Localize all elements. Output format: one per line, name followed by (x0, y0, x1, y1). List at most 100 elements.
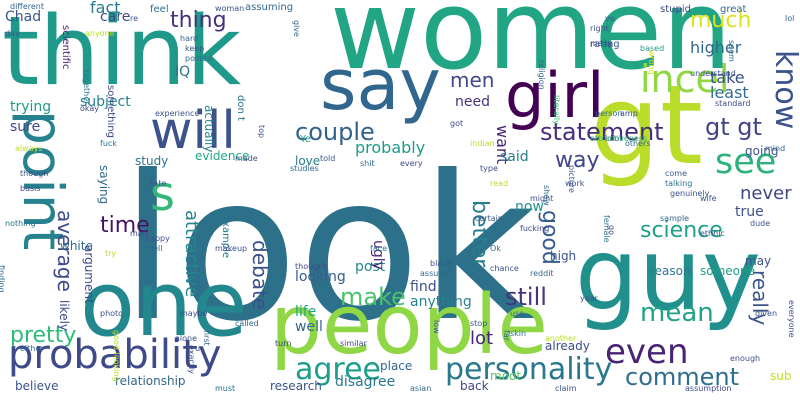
word-couple: couple (295, 118, 375, 146)
word-pretty: pretty (10, 323, 77, 348)
word-higher: higher (690, 38, 742, 57)
word-person: person (595, 109, 623, 118)
word-thing: thing (170, 8, 227, 33)
word-certain: certain (475, 214, 503, 223)
word-claim: claim (555, 384, 577, 393)
word-post: post (355, 259, 386, 275)
word-one: one (80, 252, 248, 357)
word-woman: woman (215, 4, 245, 13)
word-sub: sub (770, 369, 792, 383)
word-mean: mean (640, 298, 714, 328)
word-hard: hard (180, 34, 199, 43)
word-way: way (555, 148, 600, 173)
word-look: look (120, 133, 537, 366)
word-attractiveness: attractiveness (590, 134, 648, 143)
word-maybe: maybe (180, 309, 208, 318)
word-anyone: anyone (85, 29, 115, 38)
word-low: low (432, 320, 441, 334)
word-find: find (410, 279, 437, 295)
word-well: well (295, 319, 323, 335)
word-work: work (565, 179, 585, 188)
word-though: though (20, 169, 49, 178)
word-everyone: everyone (787, 300, 796, 338)
word-research: research (270, 379, 322, 393)
word-someone: someone (700, 264, 755, 278)
word-love: love (295, 154, 321, 168)
word-different: different (10, 2, 44, 11)
word-reddit: reddit (530, 269, 554, 278)
word-feel: feel (150, 4, 169, 15)
word-actually: actually (202, 105, 216, 153)
word-man: man (130, 229, 148, 238)
word-face: face (370, 244, 388, 253)
word-scientific: scientific (60, 25, 71, 70)
word-try: try (105, 249, 117, 258)
word-make: make (340, 283, 406, 311)
word-type: type (480, 164, 498, 173)
word-nothing: nothing (5, 219, 36, 228)
word-ethnic: ethnic (700, 229, 725, 238)
word-personality: personality (445, 352, 613, 387)
word-never: never (740, 183, 792, 204)
word-much: much (690, 8, 752, 33)
word-don-t: don t (235, 95, 246, 121)
word-show: show (542, 185, 551, 206)
word-studies: studies (290, 164, 319, 173)
word-saying: saying (97, 165, 111, 205)
word-gt: gt (590, 61, 703, 189)
word-assuming: assuming (245, 2, 294, 13)
word-see: see (715, 142, 777, 182)
word-men: men (450, 68, 495, 92)
word-may: may (745, 254, 772, 268)
word-fuck: fuck (100, 139, 117, 148)
word-guy: guy (575, 216, 762, 333)
word-time: time (100, 213, 150, 238)
word-lot: lot (470, 328, 494, 349)
word-comment: comment (625, 363, 740, 391)
word-okay: okay (80, 104, 100, 113)
word-chad: Chad (5, 9, 42, 25)
word-basis: basis (20, 184, 41, 193)
word-always: always (15, 144, 43, 153)
word-now: now (515, 199, 544, 215)
word-exactly: exactly (187, 345, 196, 374)
word-care: care (100, 9, 131, 25)
word-moot: moot (490, 369, 522, 383)
word-assume: assume (420, 269, 452, 278)
word-happy: happy (145, 234, 170, 243)
word-go: go (607, 225, 616, 235)
word-top: top (257, 125, 266, 139)
word-ok: Ok (490, 244, 501, 253)
word-literally: literally (552, 95, 561, 125)
word-seem: seem (727, 40, 736, 62)
word-still: still (505, 283, 547, 311)
word-s: s (150, 166, 176, 222)
word-incel: incel (640, 57, 730, 101)
word-chance: chance (490, 264, 519, 273)
word-dude: dude (750, 219, 771, 228)
word-attractive: attractive (181, 210, 202, 298)
word-based: based (640, 44, 665, 53)
word-stupid: stupid (660, 4, 691, 15)
word-true: true (735, 204, 764, 220)
word-alone: alone (175, 334, 198, 343)
word-must: must (215, 384, 236, 393)
word-u: u (195, 344, 201, 353)
word-turn: turn (275, 339, 292, 348)
word-understand: understand (690, 69, 736, 78)
word-made: made (235, 154, 258, 163)
word-statement: statement (540, 118, 664, 146)
word-keep: keep (185, 44, 205, 53)
word-standard: standard (715, 99, 751, 108)
word-others: others (625, 139, 651, 148)
word-ye: Ye (300, 134, 311, 145)
word-likely: likely (57, 300, 71, 332)
word-come: come (665, 169, 688, 178)
word-another: another (545, 334, 577, 343)
word-religion: religion (537, 60, 546, 90)
word-reason: reason (650, 264, 691, 278)
word-people: people (270, 278, 548, 373)
word-asian: asian (410, 384, 432, 393)
word-give: give (292, 20, 301, 37)
